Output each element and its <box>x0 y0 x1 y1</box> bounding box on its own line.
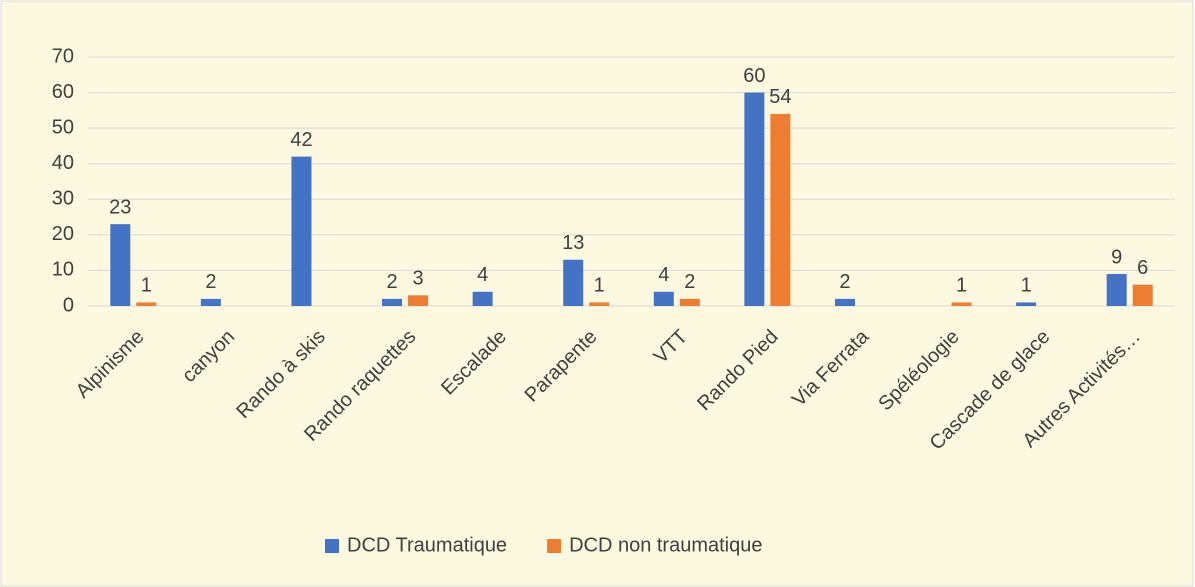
data-label: 6 <box>1137 257 1148 279</box>
bar <box>136 302 157 306</box>
bar <box>563 259 584 306</box>
data-label: 42 <box>290 129 312 151</box>
data-label: 4 <box>658 264 669 286</box>
bar <box>653 291 674 306</box>
bar <box>200 298 221 306</box>
y-tick-label: 20 <box>52 223 74 245</box>
bar <box>1106 273 1127 306</box>
bar <box>291 156 312 306</box>
legend-swatch <box>547 539 562 553</box>
legend-label: DCD Traumatique <box>347 534 507 556</box>
bar <box>951 302 972 306</box>
data-label: 1 <box>1021 275 1032 297</box>
bar <box>589 302 610 306</box>
data-label: 3 <box>412 268 423 290</box>
y-tick-label: 40 <box>52 152 74 174</box>
y-tick-label: 60 <box>52 81 74 103</box>
data-label: 9 <box>1111 246 1122 268</box>
bar <box>834 298 855 306</box>
y-tick-label: 10 <box>52 259 74 281</box>
data-label: 13 <box>562 232 584 254</box>
bar <box>408 295 429 306</box>
bar <box>110 224 131 306</box>
bar <box>472 291 493 306</box>
y-tick-label: 0 <box>63 294 74 316</box>
bar <box>744 92 765 306</box>
data-label: 2 <box>839 271 850 293</box>
y-tick-label: 50 <box>52 116 74 138</box>
data-label: 54 <box>769 86 791 108</box>
legend-label: DCD non traumatique <box>569 534 762 556</box>
data-label: 2 <box>684 271 695 293</box>
bar <box>1132 284 1153 306</box>
y-tick-label: 70 <box>52 45 74 67</box>
data-label: 23 <box>109 196 131 218</box>
bar <box>1016 302 1037 306</box>
data-label: 1 <box>956 275 967 297</box>
bar <box>770 113 791 307</box>
data-label: 60 <box>743 65 765 87</box>
data-label: 1 <box>141 275 152 297</box>
legend-swatch <box>325 539 339 553</box>
y-tick-label: 30 <box>52 188 74 210</box>
data-label: 1 <box>594 275 605 297</box>
bar <box>382 298 403 306</box>
data-label: 2 <box>205 271 216 293</box>
bar <box>679 298 700 306</box>
data-label: 4 <box>477 264 488 286</box>
data-label: 2 <box>386 271 397 293</box>
